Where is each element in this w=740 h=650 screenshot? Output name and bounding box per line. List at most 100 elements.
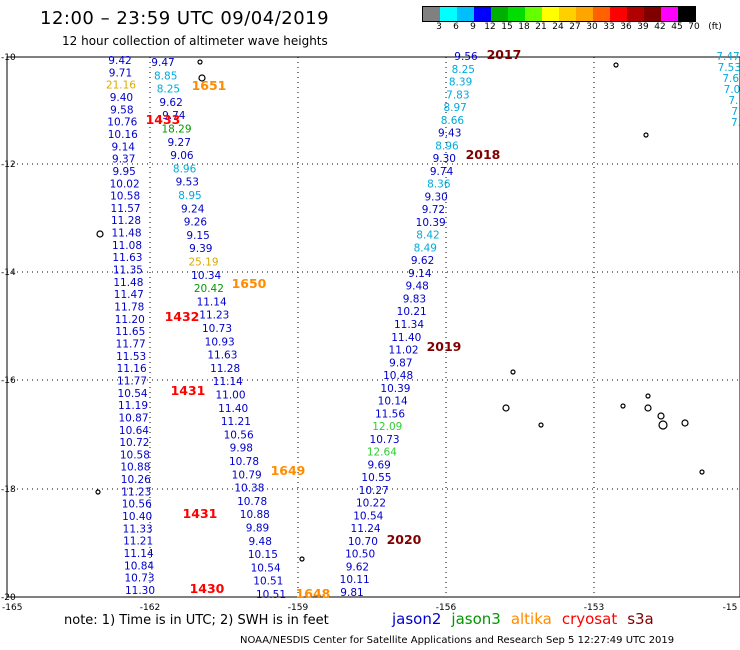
track-b-value: 9.53 [176,177,199,189]
track-b-value: 18.29 [161,124,191,136]
lon-tick-label: -153 [584,603,604,613]
track-b-value: 10.38 [234,483,264,495]
scale-swatch [627,7,644,21]
track-b-value: 10.34 [191,270,221,282]
track-c-value: 9.62 [346,561,369,573]
track-c-value: 9.87 [389,357,412,369]
pass-time-label: 1650 [232,276,267,291]
track-a-value: 11.63 [112,252,142,264]
track-a-value: 10.54 [118,388,148,400]
pass-time-label: 1430 [190,581,225,596]
track-b-value: 10.88 [240,509,270,521]
track-a-value: 11.78 [114,302,144,314]
island-outline [198,74,206,82]
pass-time-label: 1649 [271,463,306,478]
track-a-value: 10.73 [125,573,155,585]
track-a-value: 11.53 [116,351,146,363]
track-c-value: 8.42 [416,230,439,242]
legend-jason2: jason2 [392,610,442,628]
track-a-value: 10.02 [110,178,140,190]
track-b-value: 10.73 [202,323,232,335]
track-a-value: 11.35 [113,265,143,277]
track-b-value: 11.14 [197,296,227,308]
scale-label: 27 [569,22,581,32]
track-c-value: 11.34 [394,319,424,331]
map-subtitle: 12 hour collection of altimeter wave hei… [62,34,328,48]
track-b-value: 8.85 [154,70,177,82]
track-a-value: 9.71 [109,67,132,79]
scale-label: 36 [620,22,632,32]
track-b-value: 9.74 [162,110,186,122]
scale-swatch [474,7,491,21]
track-a-value: 9.40 [110,92,133,104]
scale-label: 3 [436,22,442,32]
lat-tick-label: -20 [1,593,16,603]
track-c-value: 9.48 [405,281,428,293]
track-a-value: 10.26 [121,474,151,486]
color-scale-bar [422,6,696,22]
track-b-value: 9.47 [151,57,174,69]
track-a-value: 10.76 [107,117,137,129]
pass-time-label: 2019 [427,339,462,354]
island-outline [613,62,619,68]
scale-swatch [559,7,576,21]
track-a-value: 11.08 [112,240,142,252]
island-outline [657,412,665,420]
scale-label: 18 [518,22,530,32]
track-c-value: 9.74 [430,166,454,178]
pass-time-label: 1431 [171,383,206,398]
scale-swatch [661,7,678,21]
scale-label: 30 [586,22,598,32]
track-c-value: 10.22 [356,498,386,510]
scale-swatch [644,7,661,21]
island-outline [95,489,101,495]
track-b-value: 11.00 [215,390,245,402]
island-outline [510,369,516,375]
scale-label: 33 [603,22,615,32]
track-b-value: 9.89 [246,523,269,535]
track-b-value: 10.79 [232,469,262,481]
track-a-value: 11.30 [125,585,155,597]
track-a-value: 9.14 [112,141,136,153]
pass-time-label: 1432 [165,309,200,324]
track-b-value: 10.51 [256,589,286,601]
track-b-value: 9.62 [159,97,182,109]
pass-time-label: 2017 [487,47,522,62]
track-c-value: 10.48 [383,370,413,382]
scale-label: 24 [552,22,564,32]
track-c-value: 12.64 [367,447,397,459]
track-a-value: 11.28 [111,215,141,227]
track-b-value: 10.78 [237,496,267,508]
legend-altika: altika [510,610,552,628]
track-a-value: 11.77 [116,338,146,350]
track-a-value: 11.21 [123,536,153,548]
track-a-value: 11.20 [115,314,145,326]
pass-time-label: 2020 [387,532,422,547]
track-c-value: 8.66 [441,115,465,127]
track-c-value: 11.24 [351,523,381,535]
island-outline [620,403,626,409]
scale-label: 21 [535,22,547,32]
scale-label: 15 [501,22,513,32]
track-b-value: 9.27 [168,137,191,149]
scale-label: 6 [453,22,459,32]
track-d-value: 7.6 [722,73,739,85]
track-c-value: 9.56 [454,51,478,63]
track-b-value: 10.56 [224,429,254,441]
island-outline [644,404,652,412]
track-d-value: 7.0 [724,84,740,96]
track-c-value: 8.39 [449,77,472,89]
pass-time-label: 1651 [192,78,227,93]
scale-swatch [610,7,627,21]
track-b-value: 11.21 [221,416,251,428]
track-a-value: 11.47 [114,289,144,301]
track-b-value: 9.39 [189,243,212,255]
scale-swatch [678,7,695,21]
scale-label: 42 [654,22,666,32]
track-c-value: 9.81 [340,587,363,599]
track-a-value: 9.58 [110,104,133,116]
track-a-value: 10.84 [124,560,154,572]
track-b-value: 9.48 [249,536,272,548]
lon-tick-label: -162 [140,603,160,613]
track-a-value: 9.95 [112,166,135,178]
